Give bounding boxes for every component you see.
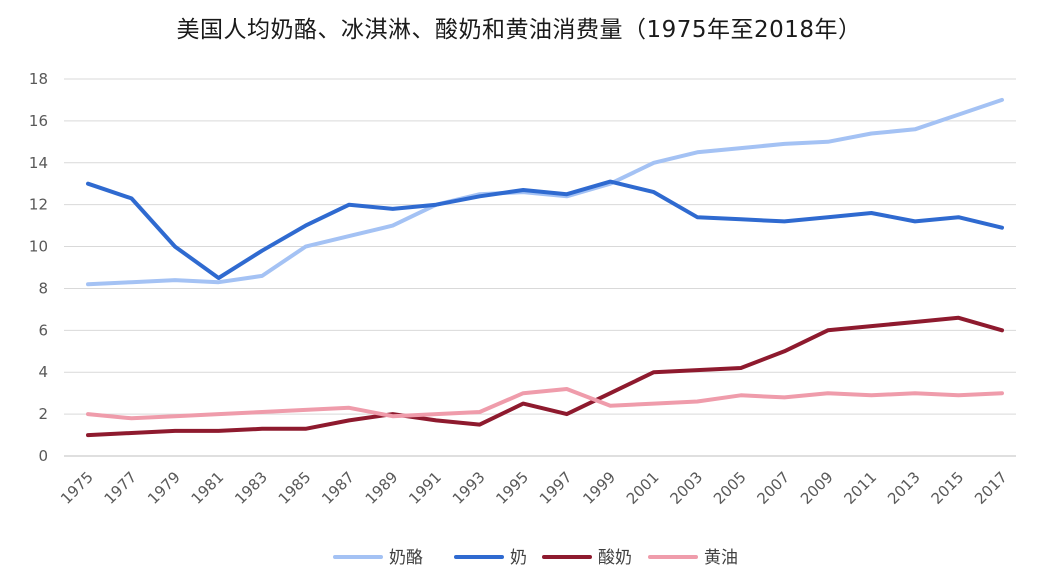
x-tick-label: 2007 [753, 468, 793, 508]
x-tick-label: 2013 [884, 468, 924, 508]
chart-title: 美国人均奶酪、冰淇淋、酸奶和黄油消费量（1975年至2018年） [176, 17, 862, 43]
series-line-1 [86, 97, 1004, 287]
x-tick-label: 1995 [492, 468, 532, 508]
x-tick-label: 2011 [841, 468, 881, 508]
x-tick-label: 1985 [275, 468, 315, 508]
legend-label: 黄油 [704, 548, 738, 568]
x-tick-label: 1981 [188, 468, 228, 508]
legend-label: 奶酪 [389, 548, 423, 568]
legend: 奶酪 奶 酸奶 黄油 [333, 548, 738, 568]
x-tick-label: 2015 [928, 468, 968, 508]
x-tick-label: 1997 [536, 468, 576, 508]
y-tick-label: 10 [29, 238, 48, 256]
y-tick-label: 12 [29, 196, 48, 214]
legend-label: 酸奶 [598, 548, 632, 568]
y-axis-ticks: 0 2 4 6 8 10 12 14 16 18 [29, 70, 48, 465]
y-tick-label: 6 [38, 321, 48, 339]
x-tick-label: 1975 [57, 468, 97, 508]
series-line-2 [86, 179, 1004, 280]
x-axis-ticks: 1975 1977 1979 1981 1983 1985 1987 1989 1991 1993… [57, 468, 1011, 508]
series-line-3 [86, 315, 1004, 438]
x-tick-label: 1991 [405, 468, 445, 508]
x-tick-label: 2017 [971, 468, 1011, 508]
x-tick-label: 2009 [797, 468, 837, 508]
y-tick-label: 18 [29, 70, 48, 88]
y-tick-label: 14 [29, 154, 48, 172]
series-line-4 [86, 387, 1004, 421]
x-tick-label: 1983 [231, 468, 271, 508]
x-tick-label: 1987 [318, 468, 358, 508]
legend-label: 奶 [510, 548, 527, 568]
x-tick-label: 2005 [710, 468, 750, 508]
y-tick-label: 4 [38, 363, 48, 381]
y-tick-label: 2 [38, 405, 48, 423]
x-tick-label: 1977 [101, 468, 141, 508]
y-tick-label: 16 [29, 112, 48, 130]
x-tick-label: 2003 [666, 468, 706, 508]
y-tick-label: 0 [38, 447, 48, 465]
gridlines [64, 78, 1016, 457]
series-lines [86, 97, 1004, 438]
x-tick-label: 1993 [449, 468, 489, 508]
x-tick-label: 1989 [362, 468, 402, 508]
y-tick-label: 8 [38, 279, 48, 297]
x-tick-label: 2001 [623, 468, 663, 508]
x-tick-label: 1979 [144, 468, 184, 508]
x-tick-label: 1999 [579, 468, 619, 508]
